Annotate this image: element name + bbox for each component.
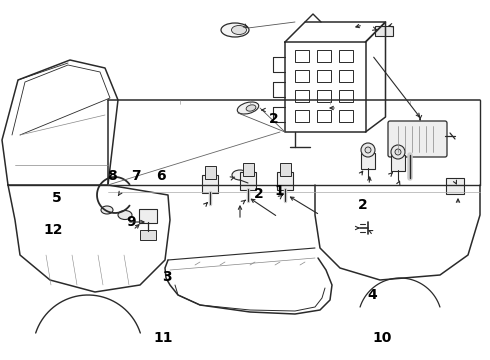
Text: 3: 3 (162, 270, 172, 284)
Text: 2: 2 (254, 188, 264, 201)
Bar (317, 110, 331, 122)
Circle shape (365, 147, 371, 153)
Bar (339, 110, 353, 122)
Text: 1: 1 (274, 184, 284, 198)
Text: 6: 6 (156, 170, 166, 183)
Text: 10: 10 (372, 331, 392, 345)
FancyBboxPatch shape (391, 155, 405, 171)
FancyBboxPatch shape (388, 121, 447, 157)
FancyBboxPatch shape (446, 178, 464, 194)
Circle shape (391, 145, 405, 159)
FancyBboxPatch shape (361, 153, 375, 169)
Ellipse shape (231, 26, 246, 35)
FancyBboxPatch shape (140, 230, 156, 240)
Bar (317, 50, 331, 62)
FancyBboxPatch shape (202, 175, 218, 193)
Bar (339, 90, 353, 102)
Bar (339, 70, 353, 82)
Ellipse shape (246, 105, 256, 111)
Bar (375, 26, 393, 36)
Circle shape (361, 143, 375, 157)
FancyBboxPatch shape (139, 209, 157, 223)
Bar (295, 50, 309, 62)
Ellipse shape (232, 170, 248, 180)
FancyBboxPatch shape (204, 166, 216, 179)
FancyBboxPatch shape (240, 172, 256, 190)
Ellipse shape (237, 102, 259, 114)
Text: 2: 2 (269, 112, 278, 126)
Bar (295, 70, 309, 82)
Ellipse shape (118, 211, 132, 220)
Text: 8: 8 (107, 170, 117, 183)
Bar (317, 70, 331, 82)
Text: 7: 7 (131, 170, 141, 183)
Bar (317, 90, 331, 102)
Bar (295, 90, 309, 102)
Text: 11: 11 (153, 331, 172, 345)
Ellipse shape (221, 23, 249, 37)
Ellipse shape (101, 206, 113, 214)
Text: 5: 5 (51, 191, 61, 205)
FancyBboxPatch shape (279, 162, 291, 176)
FancyBboxPatch shape (277, 172, 293, 190)
Text: 4: 4 (368, 288, 377, 302)
Bar (295, 110, 309, 122)
Text: 12: 12 (43, 224, 63, 237)
Bar (339, 50, 353, 62)
Text: 2: 2 (358, 198, 368, 212)
Text: 9: 9 (126, 216, 136, 229)
FancyBboxPatch shape (243, 162, 253, 176)
Circle shape (395, 149, 401, 155)
